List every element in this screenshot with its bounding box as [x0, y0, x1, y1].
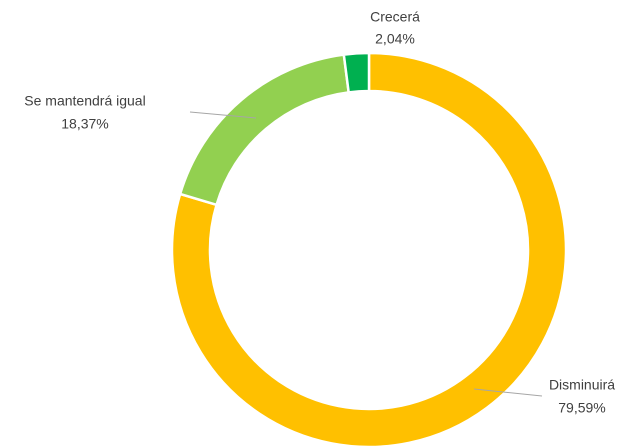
value-label: 2,04% — [375, 31, 415, 47]
donut-segment — [178, 53, 351, 207]
category-label: Disminuirá — [549, 377, 615, 393]
donut-segment — [170, 51, 568, 446]
leader-line — [473, 388, 543, 397]
value-label: 79,59% — [558, 400, 605, 416]
donut-segment — [342, 51, 371, 94]
category-label: Se mantendrá igual — [24, 93, 145, 109]
category-label: Crecerá — [370, 9, 420, 25]
leader-line — [189, 111, 257, 119]
value-label: 18,37% — [61, 116, 108, 132]
